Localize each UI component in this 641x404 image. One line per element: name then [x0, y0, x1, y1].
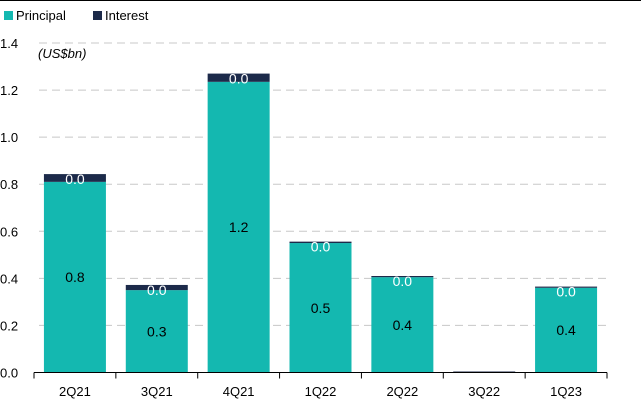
x-tick-label-4Q21: 4Q21: [223, 384, 255, 399]
legend-swatch-principal: [4, 11, 13, 20]
y-tick-label-0.4: 0.4: [0, 271, 18, 286]
legend: Principal Interest: [4, 8, 149, 23]
legend-swatch-interest: [93, 11, 102, 20]
x-tick-label-3Q22: 3Q22: [468, 384, 500, 399]
data-label-interest-3Q21: 0.0: [147, 282, 167, 298]
legend-label-interest: Interest: [105, 8, 149, 23]
data-label-interest-1Q22: 0.0: [311, 239, 331, 255]
bar-interest-1Q22: [289, 241, 352, 244]
unit-label: (US$bn): [38, 46, 86, 61]
y-tick-label-0.2: 0.2: [0, 318, 18, 333]
data-label-interest-2Q21: 0.0: [65, 171, 85, 187]
x-tick-label-1Q23: 1Q23: [550, 384, 582, 399]
x-axis-ticks: [33, 372, 608, 379]
y-tick-label-0.6: 0.6: [0, 224, 18, 239]
bar-interest-2Q21: [43, 174, 106, 182]
bar-interest-2Q22: [371, 276, 434, 278]
x-tick-label-3Q21: 3Q21: [141, 384, 173, 399]
bar-principal-3Q21: [125, 290, 188, 373]
y-tick-label-1.2: 1.2: [0, 83, 18, 98]
data-label-principal-1Q22: 0.5: [311, 300, 331, 316]
bar-principal-4Q21: [207, 81, 270, 373]
data-label-interest-2Q22: 0.0: [393, 273, 413, 289]
data-label-principal-3Q21: 0.3: [147, 323, 167, 339]
bars: [43, 73, 598, 373]
x-axis-tick-labels: 2Q21 3Q21 4Q21 1Q22 2Q22 3Q22 1Q23: [59, 384, 582, 399]
y-axis-tick-labels: 0.0 0.2 0.4 0.6 0.8 1.0 1.2 1.4: [0, 36, 18, 381]
bar-interest-4Q21: [207, 73, 270, 82]
legend-label-principal: Principal: [16, 8, 66, 23]
bar-principal-1Q23: [535, 287, 598, 373]
bar-interest-1Q23: [535, 286, 598, 288]
y-tick-label-0.0: 0.0: [0, 366, 18, 381]
bar-principal-2Q22: [371, 277, 434, 373]
data-label-interest-3Q22: 0.0: [474, 369, 494, 385]
y-tick-label-0.8: 0.8: [0, 177, 18, 192]
x-tick-label-2Q21: 2Q21: [59, 384, 91, 399]
x-tick-label-2Q22: 2Q22: [386, 384, 418, 399]
data-label-principal-4Q21: 1.2: [229, 219, 249, 235]
bar-interest-3Q21: [125, 284, 188, 291]
data-label-principal-2Q21: 0.8: [65, 269, 85, 285]
data-label-principal-1Q23: 0.4: [556, 322, 576, 338]
bar-principal-2Q21: [43, 181, 106, 373]
y-tick-label-1.0: 1.0: [0, 130, 18, 145]
x-tick-label-1Q22: 1Q22: [305, 384, 337, 399]
data-label-principal-2Q22: 0.4: [393, 317, 413, 333]
y-tick-label-1.4: 1.4: [0, 36, 18, 51]
bar-data-labels: 0.8 0.0 0.3 0.0 1.2 0.0 0.5 0.0 0.4 0.0 0.0 0.4 0.0: [65, 71, 576, 385]
bar-principal-1Q22: [289, 243, 352, 373]
data-label-interest-4Q21: 0.0: [229, 71, 249, 87]
data-label-interest-1Q23: 0.0: [556, 284, 576, 300]
